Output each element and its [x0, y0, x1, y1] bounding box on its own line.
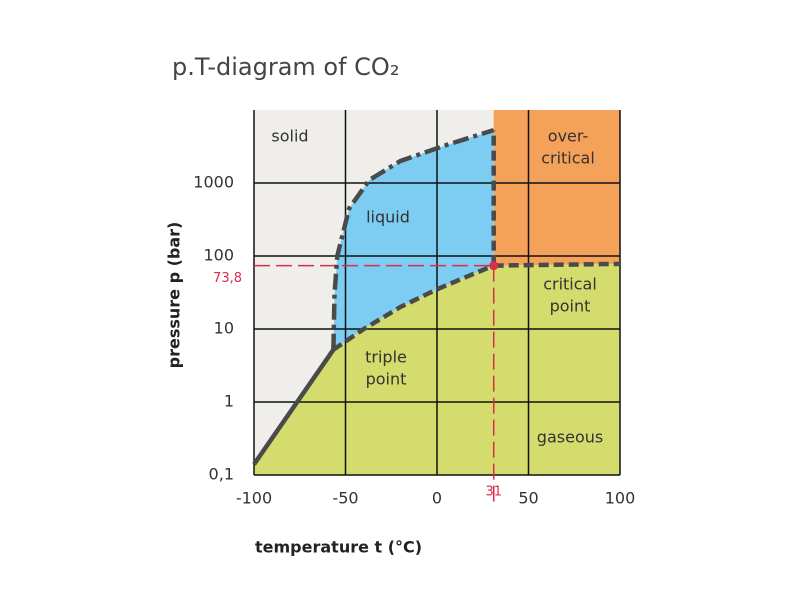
- region-label: over-: [548, 127, 588, 146]
- x-tick-label: 0: [432, 489, 442, 508]
- x-tick-label: 100: [605, 489, 636, 508]
- y-tick-label: 100: [203, 246, 234, 265]
- region-label: solid: [271, 127, 308, 146]
- phase-curve: [252, 348, 336, 466]
- region-label: gaseous: [537, 428, 603, 447]
- x-tick-label: 50: [518, 489, 538, 508]
- y-tick-label: 10: [214, 319, 234, 338]
- y-axis-label: pressure p (bar): [165, 222, 184, 369]
- annotation: critical: [543, 275, 597, 294]
- x-tick-label: -100: [236, 489, 272, 508]
- annotation: point: [550, 297, 591, 316]
- annotation: point: [366, 370, 407, 389]
- region-label: liquid: [366, 208, 410, 227]
- annotation: triple: [365, 348, 407, 367]
- phase-curve: [331, 127, 495, 350]
- y-tick-label: 1000: [193, 173, 234, 192]
- region-fill: [333, 130, 494, 350]
- y-tick-label: 1: [224, 392, 234, 411]
- region-label: critical: [541, 149, 595, 168]
- guide-label: 73,8: [213, 271, 242, 286]
- y-tick-label: 0,1: [209, 465, 234, 484]
- region-fill: [493, 110, 620, 266]
- x-axis-label: temperature t (°C): [255, 538, 422, 557]
- critical-point: [489, 261, 499, 271]
- chart-title: p.T-diagram of CO₂: [172, 53, 399, 81]
- phase-curve: [332, 263, 495, 352]
- phase-curve: [493, 261, 621, 268]
- guide-label: 31: [485, 485, 502, 500]
- x-tick-label: -50: [332, 489, 358, 508]
